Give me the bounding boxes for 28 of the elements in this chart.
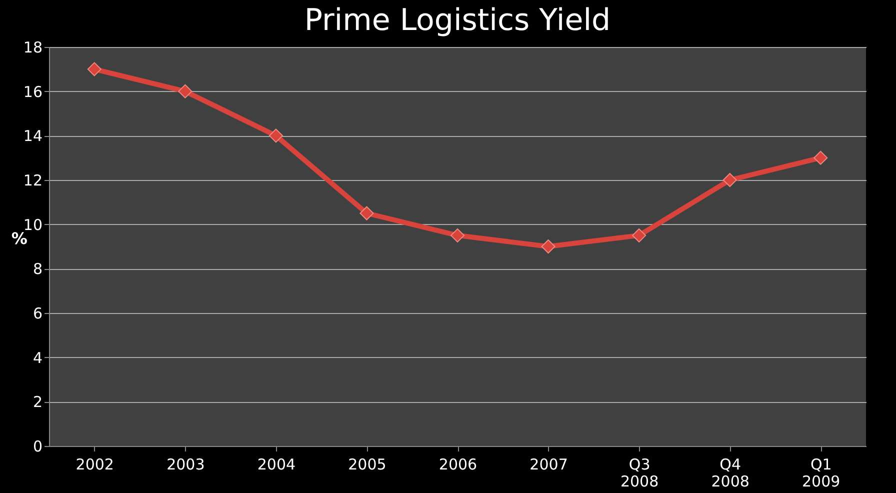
x-tick-label: 2007 [530, 456, 568, 474]
y-tick-label: 18 [23, 38, 42, 56]
y-tick-label: 6 [32, 304, 42, 322]
chart-title: Prime Logistics Yield [304, 3, 611, 38]
x-tick-label: Q1 2009 [802, 456, 840, 490]
point [360, 206, 374, 220]
y-tick-label: 4 [32, 348, 42, 367]
point [722, 172, 737, 188]
point [632, 228, 646, 242]
point [87, 62, 102, 76]
x-tick-label: 2003 [166, 456, 205, 474]
x-tick-label: 2004 [257, 456, 296, 474]
point [814, 150, 828, 165]
x-tick-label: 2002 [76, 456, 114, 474]
point [178, 84, 192, 98]
y-tick-label: 8 [32, 260, 42, 278]
y-tick-label: 0 [32, 438, 42, 456]
x-tick-label: 2005 [348, 456, 386, 474]
point [541, 239, 556, 254]
y-tick-label: 12 [23, 172, 42, 190]
x-tick-label: 2006 [438, 456, 478, 474]
y-tick-label: 16 [23, 82, 42, 101]
x-tick-label: Q4 2008 [711, 456, 750, 490]
point [268, 128, 283, 143]
y-tick-label: 2 [32, 393, 42, 412]
point [450, 228, 465, 242]
y-tick-label: 14 [23, 127, 42, 146]
x-tick-label: Q3 2008 [620, 456, 659, 490]
